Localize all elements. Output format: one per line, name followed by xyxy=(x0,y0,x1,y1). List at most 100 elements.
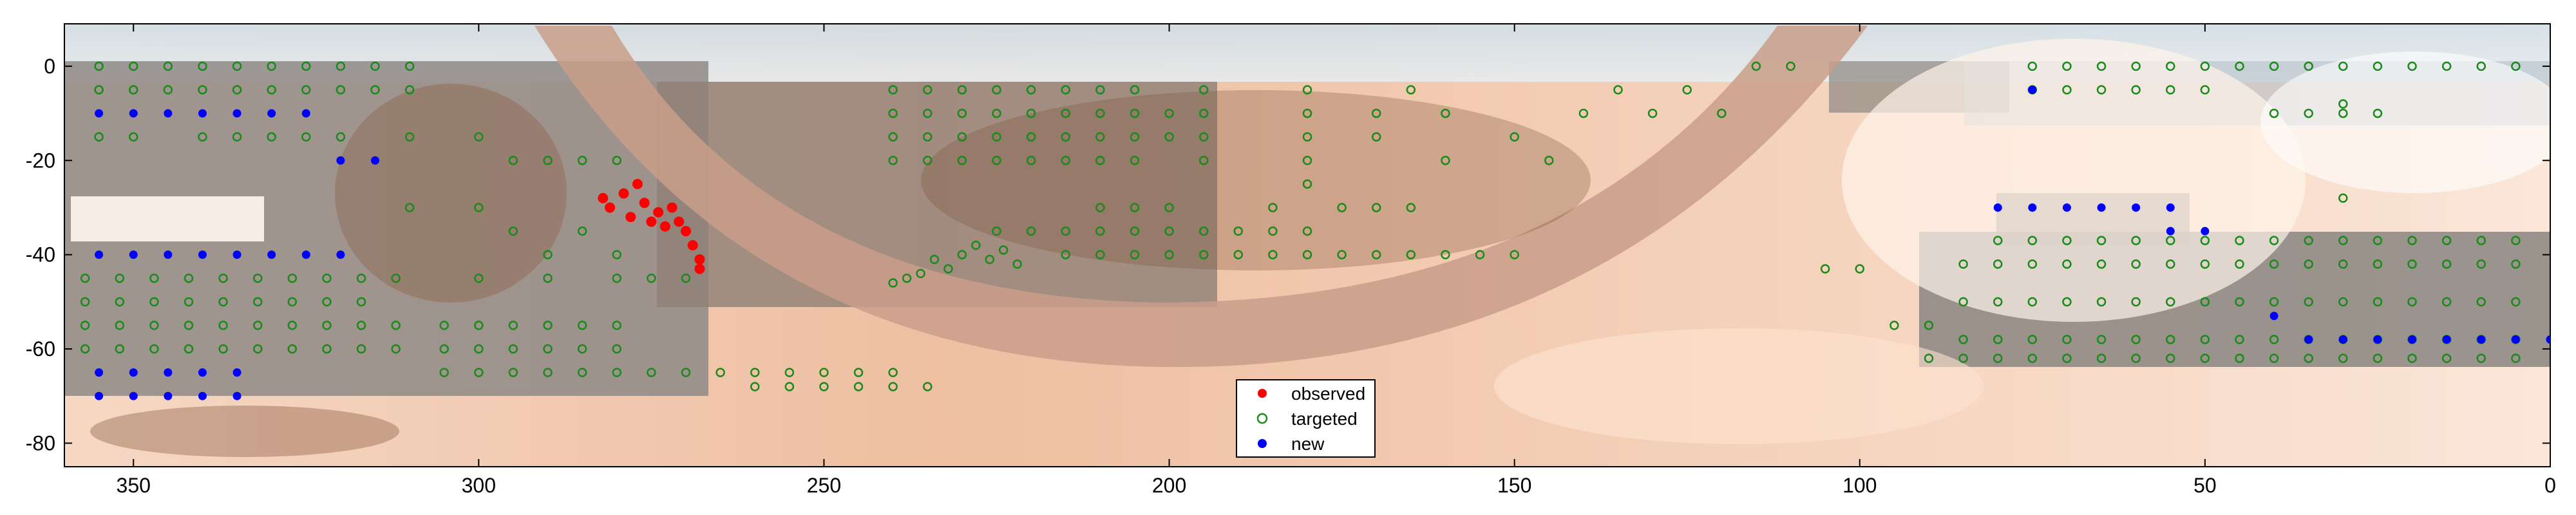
point-observed xyxy=(618,188,629,199)
point-targeted xyxy=(1026,108,1036,118)
point-new xyxy=(301,250,310,259)
point-targeted xyxy=(612,156,622,165)
y-tick-label: -40 xyxy=(26,243,55,267)
x-tick-label: 350 xyxy=(117,474,151,497)
point-targeted xyxy=(508,226,518,236)
point-targeted xyxy=(2131,353,2141,363)
point-new xyxy=(2511,335,2520,344)
point-targeted xyxy=(2372,353,2383,363)
point-targeted xyxy=(94,132,104,142)
point-targeted xyxy=(2407,61,2417,71)
point-targeted xyxy=(2200,236,2210,245)
point-targeted xyxy=(1924,353,1934,363)
series-new xyxy=(95,85,2550,400)
point-new xyxy=(1993,203,2002,212)
point-targeted xyxy=(301,61,311,71)
point-targeted xyxy=(2166,259,2175,269)
point-targeted xyxy=(681,368,691,377)
point-targeted xyxy=(1958,353,1968,363)
point-targeted xyxy=(267,85,276,95)
x-tick-label: 150 xyxy=(1497,474,1531,497)
point-targeted xyxy=(2269,236,2279,245)
point-targeted xyxy=(2372,61,2383,71)
point-new xyxy=(232,391,242,400)
point-targeted xyxy=(1130,203,1140,212)
point-targeted xyxy=(474,273,484,283)
point-targeted xyxy=(2269,353,2279,363)
point-targeted xyxy=(929,254,940,265)
point-targeted xyxy=(2304,353,2313,363)
point-new xyxy=(232,368,242,377)
point-targeted xyxy=(2200,297,2210,307)
point-targeted xyxy=(1578,108,1589,118)
point-new xyxy=(95,109,104,118)
point-new xyxy=(2132,203,2141,212)
legend: observed targeted new xyxy=(1236,379,1376,458)
point-targeted xyxy=(543,273,553,283)
point-new xyxy=(164,250,173,259)
point-targeted xyxy=(1061,85,1070,95)
point-targeted xyxy=(1993,259,2003,269)
point-targeted xyxy=(2269,108,2279,118)
point-targeted xyxy=(2511,353,2521,363)
point-new xyxy=(95,250,104,259)
point-targeted xyxy=(923,156,933,165)
legend-label-new: new xyxy=(1291,434,1325,454)
point-observed xyxy=(605,202,616,213)
point-targeted xyxy=(1475,250,1485,259)
point-targeted xyxy=(543,250,553,259)
point-observed xyxy=(694,263,705,274)
point-targeted xyxy=(2441,259,2452,269)
point-targeted xyxy=(1164,108,1174,118)
point-new xyxy=(336,250,345,259)
point-targeted xyxy=(888,278,898,288)
point-targeted xyxy=(2441,297,2452,307)
point-targeted xyxy=(287,344,298,354)
point-targeted xyxy=(1786,61,1795,71)
point-targeted xyxy=(252,344,263,354)
point-targeted xyxy=(184,344,194,354)
point-targeted xyxy=(1441,250,1450,259)
point-new xyxy=(198,109,207,118)
point-new xyxy=(164,109,173,118)
point-targeted xyxy=(2096,297,2107,307)
x-axis: 350 300 250 200 150 100 50 0 xyxy=(117,24,2556,497)
point-targeted xyxy=(252,273,263,283)
point-targeted xyxy=(1406,250,1416,259)
point-targeted xyxy=(356,321,366,330)
point-targeted xyxy=(1061,108,1070,118)
point-targeted xyxy=(198,132,207,142)
point-targeted xyxy=(957,108,967,118)
point-new xyxy=(2269,312,2278,321)
point-targeted xyxy=(2062,335,2072,344)
point-targeted xyxy=(1302,226,1312,236)
point-targeted xyxy=(985,254,995,265)
point-targeted xyxy=(1441,108,1450,118)
point-targeted xyxy=(2096,259,2107,269)
point-targeted xyxy=(2096,236,2107,245)
point-targeted xyxy=(647,273,656,283)
point-targeted xyxy=(750,382,760,391)
point-targeted xyxy=(1958,259,1968,269)
point-targeted xyxy=(391,344,401,354)
point-new xyxy=(371,156,379,165)
point-new xyxy=(2062,203,2071,212)
point-targeted xyxy=(612,250,622,259)
point-observed xyxy=(681,226,691,237)
point-targeted xyxy=(1012,259,1022,269)
point-targeted xyxy=(992,108,1001,118)
point-new xyxy=(129,391,138,400)
point-targeted xyxy=(1095,132,1105,142)
point-targeted xyxy=(681,273,691,283)
point-targeted xyxy=(1095,250,1105,259)
y-tick-label: -80 xyxy=(26,431,55,454)
point-targeted xyxy=(1302,108,1312,118)
point-observed xyxy=(625,212,636,223)
point-targeted xyxy=(923,108,933,118)
point-targeted xyxy=(971,240,981,250)
point-targeted xyxy=(2027,335,2038,344)
point-targeted xyxy=(750,368,760,377)
legend-label-observed: observed xyxy=(1291,384,1365,404)
point-targeted xyxy=(391,273,401,283)
point-targeted xyxy=(2027,259,2038,269)
